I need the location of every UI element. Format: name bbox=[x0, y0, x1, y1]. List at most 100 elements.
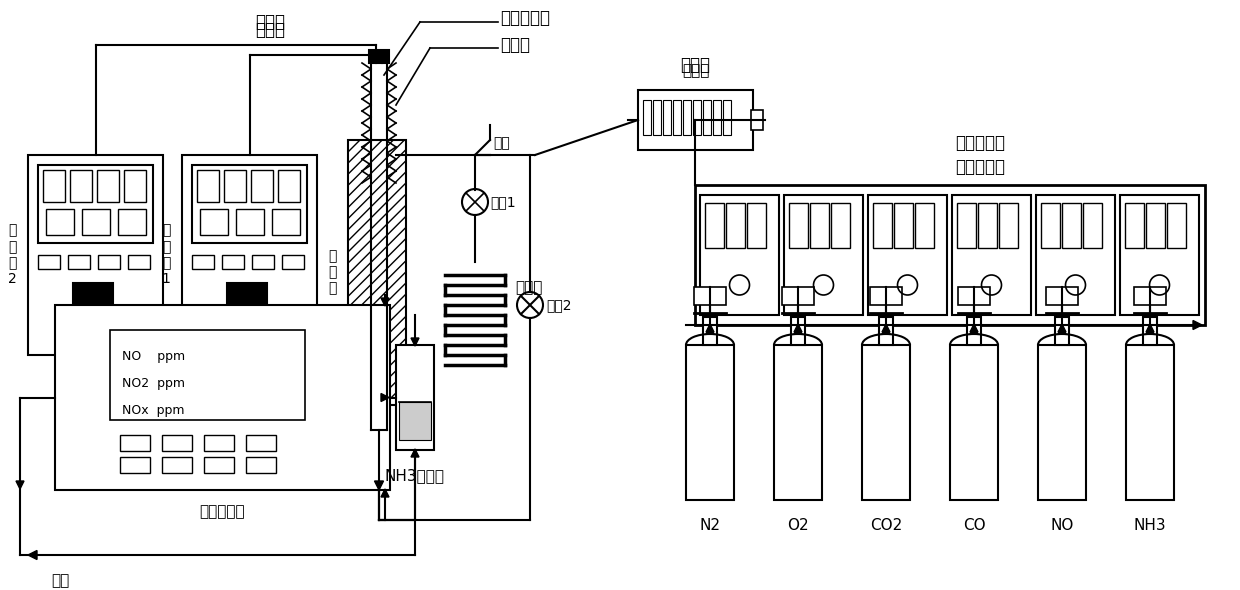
Bar bbox=[1038, 345, 1086, 500]
Text: 烟气分析仪: 烟气分析仪 bbox=[200, 504, 246, 519]
Bar bbox=[1061, 203, 1081, 248]
Bar bbox=[1146, 203, 1166, 248]
Bar bbox=[128, 255, 150, 269]
Bar bbox=[43, 170, 64, 202]
Bar bbox=[683, 100, 691, 135]
Polygon shape bbox=[374, 481, 383, 490]
Bar bbox=[97, 170, 119, 202]
Bar bbox=[774, 345, 822, 500]
Text: N2: N2 bbox=[699, 518, 720, 533]
Text: 温
控
仪
2: 温 控 仪 2 bbox=[7, 224, 16, 286]
Bar bbox=[1135, 287, 1166, 305]
Bar bbox=[250, 170, 273, 202]
Bar bbox=[182, 155, 317, 355]
Bar bbox=[1126, 345, 1174, 500]
Polygon shape bbox=[794, 324, 802, 332]
Bar bbox=[396, 345, 434, 450]
Text: NO2  ppm: NO2 ppm bbox=[122, 377, 185, 390]
Bar bbox=[653, 100, 661, 135]
Text: 尾气: 尾气 bbox=[51, 573, 69, 588]
Bar bbox=[197, 170, 219, 202]
Polygon shape bbox=[381, 394, 389, 402]
Bar bbox=[1055, 317, 1069, 345]
Text: 质量流量计: 质量流量计 bbox=[955, 134, 1004, 152]
Bar bbox=[46, 209, 74, 235]
Polygon shape bbox=[410, 338, 419, 346]
Text: 热电偶: 热电偶 bbox=[255, 13, 285, 31]
Polygon shape bbox=[381, 489, 389, 497]
Polygon shape bbox=[1193, 320, 1202, 329]
Bar bbox=[701, 195, 779, 315]
Bar bbox=[162, 435, 192, 451]
Text: 管
式
炉: 管 式 炉 bbox=[327, 250, 336, 296]
Bar bbox=[370, 50, 389, 63]
Bar bbox=[703, 100, 711, 135]
Bar bbox=[686, 345, 734, 500]
Bar bbox=[246, 457, 277, 473]
Polygon shape bbox=[970, 326, 978, 334]
Bar bbox=[200, 209, 228, 235]
Bar bbox=[1047, 287, 1078, 305]
Bar bbox=[120, 457, 150, 473]
Bar bbox=[162, 457, 192, 473]
Text: O2: O2 bbox=[787, 518, 808, 533]
Bar bbox=[952, 195, 1030, 315]
Text: 三通: 三通 bbox=[494, 136, 510, 150]
Text: 石英反应管: 石英反应管 bbox=[500, 9, 551, 27]
Bar bbox=[1143, 317, 1157, 345]
Text: NO: NO bbox=[1050, 518, 1074, 533]
Bar bbox=[222, 255, 244, 269]
Bar bbox=[957, 203, 976, 248]
Text: 注射泵: 注射泵 bbox=[682, 63, 709, 78]
Text: 及控制面板: 及控制面板 bbox=[955, 158, 1004, 176]
Bar bbox=[205, 435, 234, 451]
Bar bbox=[644, 100, 651, 135]
Bar bbox=[68, 255, 91, 269]
Polygon shape bbox=[410, 449, 419, 457]
Bar bbox=[1167, 203, 1185, 248]
Text: 混气罐: 混气罐 bbox=[515, 280, 542, 295]
Bar bbox=[120, 435, 150, 451]
Bar bbox=[278, 170, 300, 202]
Polygon shape bbox=[1058, 324, 1066, 332]
Bar bbox=[192, 165, 308, 243]
Bar bbox=[694, 287, 725, 305]
Text: 伴热带: 伴热带 bbox=[500, 36, 529, 54]
Bar bbox=[959, 287, 990, 305]
Bar bbox=[281, 255, 304, 269]
Bar bbox=[673, 100, 681, 135]
Bar bbox=[915, 203, 934, 248]
Bar bbox=[725, 203, 745, 248]
Bar bbox=[110, 330, 305, 420]
Text: CO: CO bbox=[962, 518, 986, 533]
Polygon shape bbox=[1146, 324, 1154, 332]
Bar bbox=[999, 203, 1018, 248]
Polygon shape bbox=[381, 298, 389, 306]
Bar bbox=[831, 203, 849, 248]
Text: 阀门2: 阀门2 bbox=[546, 298, 572, 312]
Bar bbox=[1120, 195, 1199, 315]
Text: 阀门1: 阀门1 bbox=[490, 195, 516, 209]
Bar bbox=[639, 90, 753, 150]
Bar bbox=[399, 402, 432, 440]
Polygon shape bbox=[1058, 326, 1066, 334]
Bar bbox=[706, 203, 724, 248]
Bar bbox=[978, 203, 997, 248]
Bar bbox=[1035, 195, 1115, 315]
Bar bbox=[82, 209, 110, 235]
Bar bbox=[870, 287, 901, 305]
Text: NOx  ppm: NOx ppm bbox=[122, 404, 185, 417]
Bar bbox=[192, 255, 215, 269]
Text: NO    ppm: NO ppm bbox=[122, 350, 185, 363]
Bar bbox=[98, 255, 120, 269]
Bar bbox=[950, 345, 998, 500]
Text: 热电偶: 热电偶 bbox=[255, 21, 285, 39]
Bar bbox=[272, 209, 300, 235]
Bar bbox=[789, 203, 808, 248]
Bar bbox=[118, 209, 146, 235]
Bar bbox=[782, 287, 813, 305]
Bar bbox=[29, 155, 162, 355]
Bar bbox=[784, 195, 863, 315]
Polygon shape bbox=[1146, 326, 1154, 334]
Bar bbox=[38, 165, 153, 243]
